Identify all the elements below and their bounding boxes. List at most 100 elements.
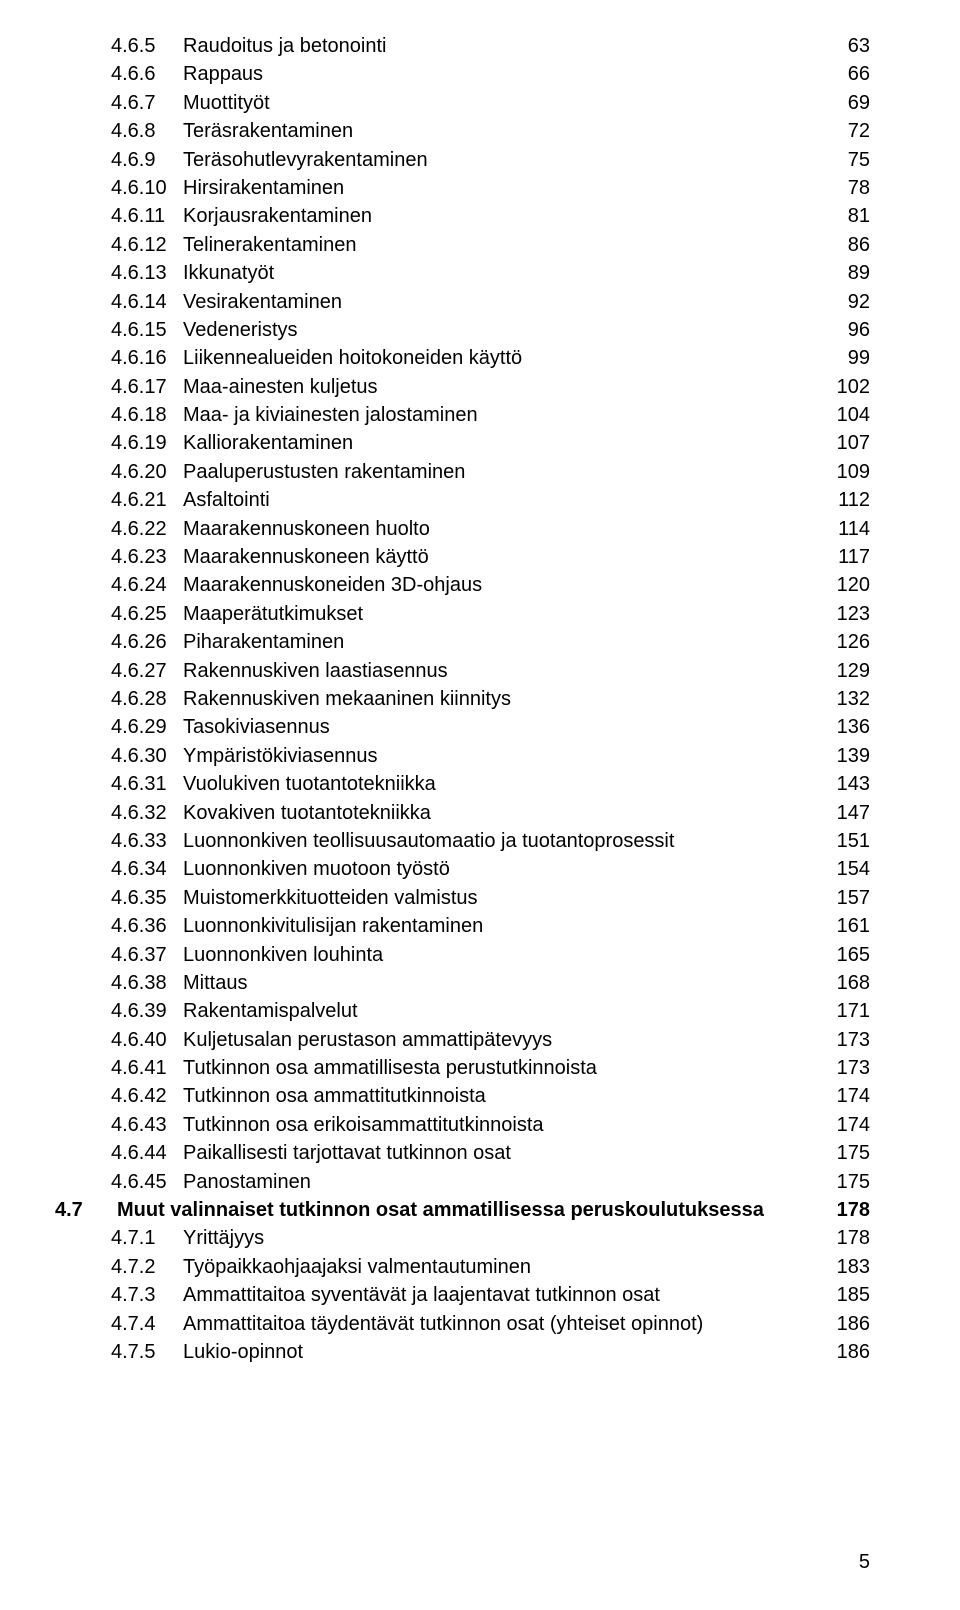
toc-entry-number: 4.6.22 xyxy=(111,515,183,543)
toc-entry-number: 4.6.39 xyxy=(111,997,183,1025)
toc-entry-page: 120 xyxy=(826,571,870,599)
toc-entry-title: Teräsrakentaminen xyxy=(183,117,361,145)
toc-entry-title: Rappaus xyxy=(183,60,271,88)
toc-entry-number: 4.6.21 xyxy=(111,486,183,514)
toc-entry-number: 4.6.11 xyxy=(111,202,183,230)
toc-entry-page: 123 xyxy=(826,600,870,628)
toc-entry-number: 4.6.24 xyxy=(111,571,183,599)
toc-entry-title: Työpaikkaohjaajaksi valmentautuminen xyxy=(183,1253,539,1281)
toc-row: 4.6.24Maarakennuskoneiden 3D-ohjaus120 xyxy=(55,571,870,599)
toc-entry-title: Asfaltointi xyxy=(183,486,278,514)
toc-entry-page: 161 xyxy=(826,912,870,940)
toc-row: 4.6.19Kalliorakentaminen107 xyxy=(55,429,870,457)
toc-entry-page: 154 xyxy=(826,855,870,883)
toc-entry-title: Maarakennuskoneen käyttö xyxy=(183,543,437,571)
toc-entry-number: 4.6.5 xyxy=(111,32,183,60)
toc-entry-number: 4.6.33 xyxy=(111,827,183,855)
toc-row: 4.6.21Asfaltointi112 xyxy=(55,486,870,514)
toc-row: 4.6.11Korjausrakentaminen81 xyxy=(55,202,870,230)
toc-entry-title: Teräsohutlevyrakentaminen xyxy=(183,146,436,174)
toc-entry-page: 132 xyxy=(826,685,870,713)
toc-entry-number: 4.6.15 xyxy=(111,316,183,344)
toc-entry-page: 102 xyxy=(826,373,870,401)
toc-entry-number: 4.6.13 xyxy=(111,259,183,287)
toc-entry-number: 4.7 xyxy=(55,1196,117,1224)
toc-entry-title: Telinerakentaminen xyxy=(183,231,364,259)
toc-row: 4.6.45Panostaminen175 xyxy=(55,1168,870,1196)
toc-entry-title: Mittaus xyxy=(183,969,255,997)
toc-row: 4.7.3Ammattitaitoa syventävät ja laajent… xyxy=(55,1281,870,1309)
toc-row: 4.6.17Maa-ainesten kuljetus102 xyxy=(55,373,870,401)
toc-entry-title: Muut valinnaiset tutkinnon osat ammatill… xyxy=(117,1196,772,1224)
toc-entry-number: 4.6.42 xyxy=(111,1082,183,1110)
toc-entry-page: 99 xyxy=(826,344,870,372)
toc-entry-number: 4.6.25 xyxy=(111,600,183,628)
toc-entry-number: 4.6.37 xyxy=(111,941,183,969)
toc-row: 4.6.42Tutkinnon osa ammattitutkinnoista1… xyxy=(55,1082,870,1110)
toc-entry-title: Hirsirakentaminen xyxy=(183,174,352,202)
toc-entry-page: 147 xyxy=(826,799,870,827)
toc-entry-title: Vuolukiven tuotantotekniikka xyxy=(183,770,444,798)
toc-entry-number: 4.6.35 xyxy=(111,884,183,912)
toc-entry-title: Yrittäjyys xyxy=(183,1224,272,1252)
toc-row: 4.6.41Tutkinnon osa ammatillisesta perus… xyxy=(55,1054,870,1082)
toc-entry-number: 4.7.4 xyxy=(111,1310,183,1338)
toc-entry-page: 69 xyxy=(826,89,870,117)
toc-row: 4.6.20Paaluperustusten rakentaminen109 xyxy=(55,458,870,486)
toc-entry-title: Maaperätutkimukset xyxy=(183,600,371,628)
toc-entry-page: 109 xyxy=(826,458,870,486)
toc-row: 4.7Muut valinnaiset tutkinnon osat ammat… xyxy=(55,1196,870,1224)
toc-entry-title: Luonnonkiven teollisuusautomaatio ja tuo… xyxy=(183,827,682,855)
toc-entry-number: 4.6.32 xyxy=(111,799,183,827)
page-number: 5 xyxy=(859,1548,870,1576)
toc-entry-number: 4.6.26 xyxy=(111,628,183,656)
toc-entry-number: 4.7.2 xyxy=(111,1253,183,1281)
toc-entry-title: Rakentamispalvelut xyxy=(183,997,366,1025)
toc-entry-title: Rakennuskiven mekaaninen kiinnitys xyxy=(183,685,519,713)
toc-entry-page: 173 xyxy=(826,1026,870,1054)
toc-entry-title: Korjausrakentaminen xyxy=(183,202,380,230)
toc-entry-title: Panostaminen xyxy=(183,1168,319,1196)
toc-entry-page: 186 xyxy=(826,1310,870,1338)
toc-entry-page: 183 xyxy=(826,1253,870,1281)
toc-entry-number: 4.7.5 xyxy=(111,1338,183,1366)
toc-entry-page: 143 xyxy=(826,770,870,798)
toc-entry-page: 114 xyxy=(826,515,870,543)
toc-row: 4.6.29Tasokiviasennus136 xyxy=(55,713,870,741)
toc-entry-number: 4.7.1 xyxy=(111,1224,183,1252)
toc-entry-title: Luonnonkivitulisijan rakentaminen xyxy=(183,912,491,940)
toc-row: 4.6.36Luonnonkivitulisijan rakentaminen1… xyxy=(55,912,870,940)
toc-entry-number: 4.6.31 xyxy=(111,770,183,798)
toc-entry-page: 104 xyxy=(826,401,870,429)
toc-entry-number: 4.6.41 xyxy=(111,1054,183,1082)
toc-entry-page: 185 xyxy=(826,1281,870,1309)
toc-row: 4.6.26Piharakentaminen126 xyxy=(55,628,870,656)
toc-row: 4.6.40Kuljetusalan perustason ammattipät… xyxy=(55,1026,870,1054)
toc-entry-title: Maarakennuskoneen huolto xyxy=(183,515,438,543)
toc-entry-page: 171 xyxy=(826,997,870,1025)
toc-entry-page: 96 xyxy=(826,316,870,344)
toc-entry-page: 63 xyxy=(826,32,870,60)
toc-entry-title: Maa- ja kiviainesten jalostaminen xyxy=(183,401,486,429)
toc-row: 4.6.28Rakennuskiven mekaaninen kiinnitys… xyxy=(55,685,870,713)
toc-entry-page: 139 xyxy=(826,742,870,770)
toc-entry-title: Rakennuskiven laastiasennus xyxy=(183,657,456,685)
toc-entry-page: 89 xyxy=(826,259,870,287)
toc-entry-number: 4.6.30 xyxy=(111,742,183,770)
toc-entry-page: 75 xyxy=(826,146,870,174)
toc-entry-page: 66 xyxy=(826,60,870,88)
toc-entry-page: 107 xyxy=(826,429,870,457)
toc-row: 4.6.16Liikennealueiden hoitokoneiden käy… xyxy=(55,344,870,372)
toc-entry-page: 186 xyxy=(826,1338,870,1366)
toc-entry-page: 168 xyxy=(826,969,870,997)
toc-row: 4.6.8Teräsrakentaminen72 xyxy=(55,117,870,145)
toc-entry-number: 4.6.16 xyxy=(111,344,183,372)
toc-entry-title: Ammattitaitoa syventävät ja laajentavat … xyxy=(183,1281,668,1309)
toc-entry-title: Muistomerkkituotteiden valmistus xyxy=(183,884,486,912)
toc-entry-title: Tasokiviasennus xyxy=(183,713,338,741)
toc-entry-page: 136 xyxy=(826,713,870,741)
toc-entry-number: 4.6.12 xyxy=(111,231,183,259)
toc-row: 4.6.10Hirsirakentaminen78 xyxy=(55,174,870,202)
toc-row: 4.6.18Maa- ja kiviainesten jalostaminen1… xyxy=(55,401,870,429)
toc-entry-title: Paaluperustusten rakentaminen xyxy=(183,458,473,486)
